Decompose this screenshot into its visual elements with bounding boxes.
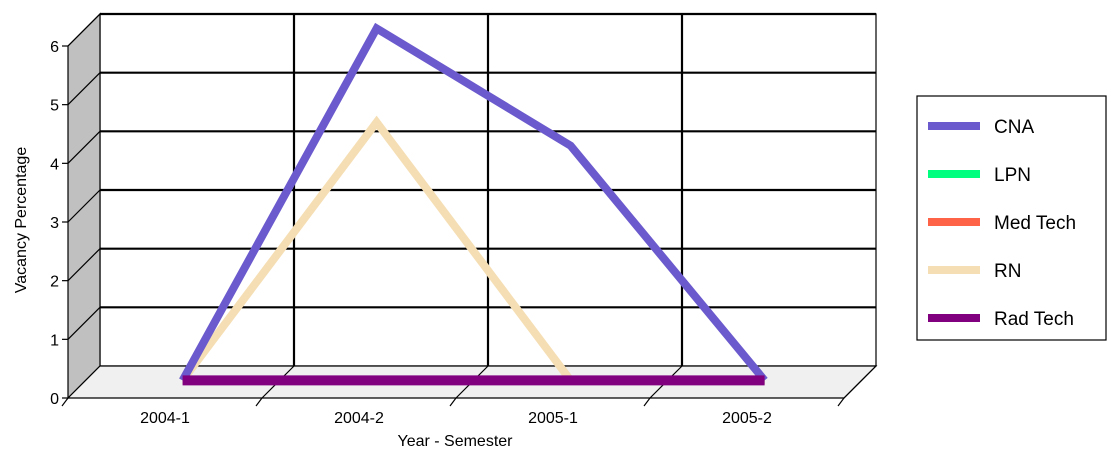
legend: CNA LPN Med Tech RN Rad Tech <box>916 95 1107 341</box>
legend-label-lpn: LPN <box>994 165 1031 186</box>
x-tick-mark <box>837 397 845 407</box>
gridlines <box>67 12 877 399</box>
x-tick-label: 2005-2 <box>722 410 772 427</box>
x-tick-label: 2005-1 <box>528 410 578 427</box>
floor-line <box>843 365 877 399</box>
gridline-side <box>67 306 101 340</box>
legend-label-rn: RN <box>994 261 1021 282</box>
gridline-side <box>67 130 101 164</box>
x-tick-label: 2004-1 <box>140 410 190 427</box>
x-axis-ticks: 2004-1 2004-2 2005-1 2005-2 <box>61 397 845 427</box>
y-tick-label: 3 <box>50 215 59 232</box>
x-tick-mark <box>61 397 69 407</box>
y-tick-label: 6 <box>50 39 59 56</box>
legend-label-cna: CNA <box>994 117 1034 138</box>
x-tick-mark <box>449 397 457 407</box>
gridline-side <box>67 13 101 47</box>
gridline-side <box>67 189 101 223</box>
x-tick-label: 2004-2 <box>334 410 384 427</box>
gridline-side <box>67 72 101 106</box>
y-tick-label: 2 <box>50 274 59 291</box>
gridline-side <box>67 248 101 282</box>
y-axis-ticks: 0 1 2 3 4 5 6 <box>50 39 68 408</box>
legend-label-rad-tech: Rad Tech <box>994 309 1074 330</box>
series-lines <box>179 22 768 386</box>
legend-label-med-tech: Med Tech <box>994 213 1076 234</box>
y-axis-title: Vacancy Percentage <box>13 147 30 294</box>
y-tick-label: 4 <box>50 156 59 173</box>
x-tick-mark <box>255 397 263 407</box>
y-tick-label: 1 <box>50 332 59 349</box>
y-tick-label: 5 <box>50 98 59 115</box>
y-tick-label: 0 <box>50 391 59 408</box>
x-tick-mark <box>643 397 651 407</box>
series-line-cna <box>179 22 768 383</box>
x-axis-title: Year - Semester <box>397 433 513 450</box>
